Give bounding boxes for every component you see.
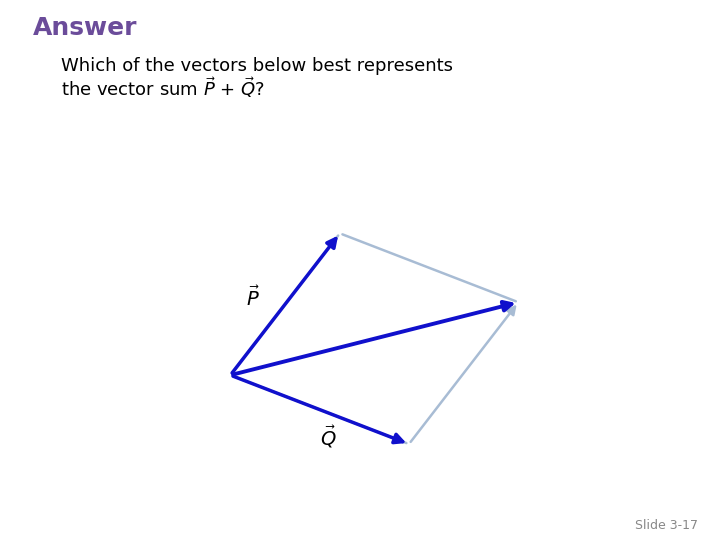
Text: Slide 3-17: Slide 3-17 xyxy=(635,519,698,532)
Text: the vector sum $\vec{P}$ + $\vec{Q}$?: the vector sum $\vec{P}$ + $\vec{Q}$? xyxy=(61,76,265,100)
Text: Answer: Answer xyxy=(32,16,137,40)
Text: Which of the vectors below best represents: Which of the vectors below best represen… xyxy=(61,57,453,75)
Text: $\vec{P}$: $\vec{P}$ xyxy=(246,285,260,309)
Text: $\vec{Q}$: $\vec{Q}$ xyxy=(320,423,337,450)
